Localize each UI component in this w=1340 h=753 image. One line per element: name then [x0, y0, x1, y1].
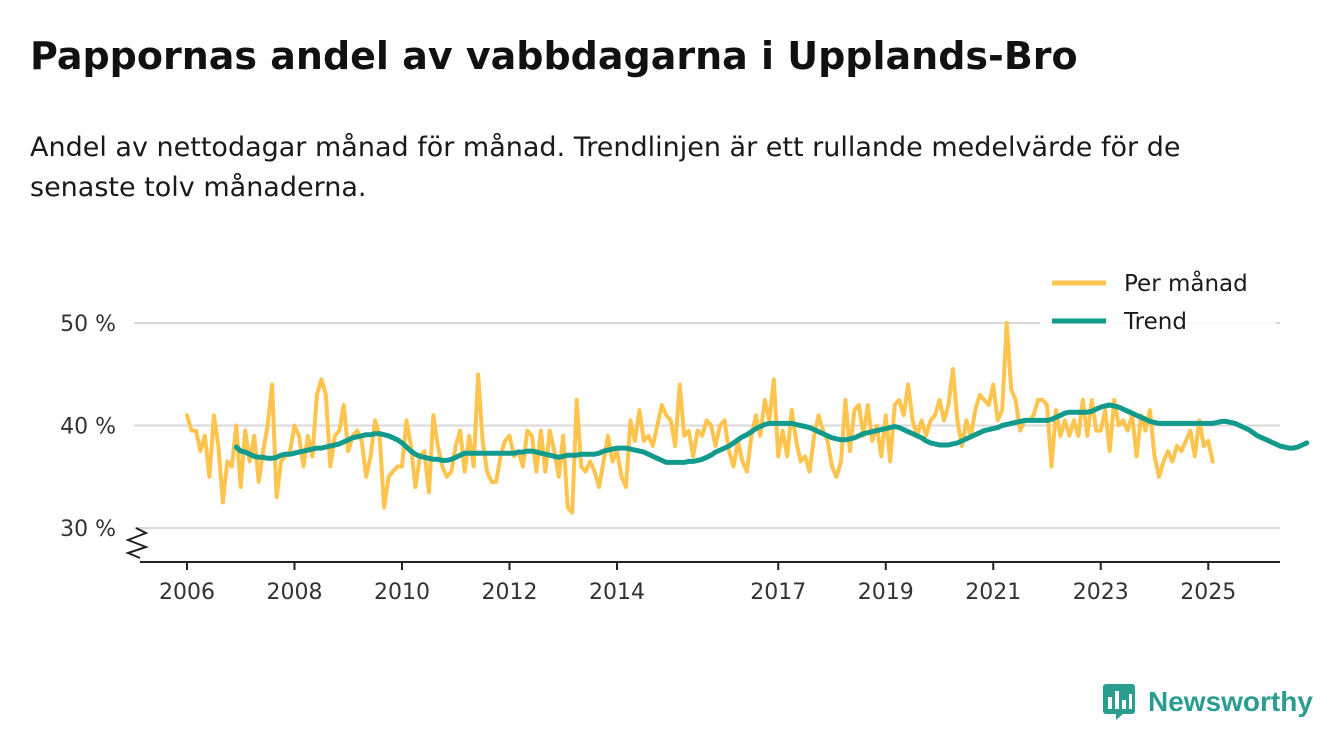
x-tick-label: 2010 [374, 580, 430, 605]
x-tick-label: 2006 [159, 580, 215, 605]
x-tick-label: 2008 [267, 580, 323, 605]
x-tick-label: 2021 [965, 580, 1021, 605]
series-lines [185, 321, 1310, 515]
series-line-per-manad [185, 321, 1215, 515]
legend-label: Trend [1123, 309, 1187, 335]
newsworthy-logo-icon [1103, 684, 1135, 720]
legend: Per månad Trend [1040, 262, 1276, 340]
x-tick-label: 2019 [858, 580, 914, 605]
x-tick-label: 2014 [589, 580, 645, 605]
newsworthy-logo[interactable]: Newsworthy [1102, 682, 1313, 722]
y-axis-labels: 30 % 40 % 50 % [60, 312, 116, 542]
y-tick-label: 30 % [60, 517, 116, 542]
x-tick-label: 2023 [1073, 580, 1129, 605]
axis-break-icon [125, 527, 149, 559]
y-tick-label: 40 % [60, 415, 116, 440]
x-tick-label: 2012 [482, 580, 538, 605]
series-line-trend [233, 402, 1310, 465]
chart-title: Pappornas andel av vabbdagarna i Uppland… [30, 34, 1078, 78]
y-tick-label: 50 % [60, 312, 116, 337]
legend-background [1040, 262, 1276, 340]
chart-subtitle: Andel av nettodagar månad för månad. Tre… [30, 132, 1181, 203]
x-axis-labels: 2006 2008 2010 2012 2014 2017 2019 2021 2023 2025 [159, 580, 1236, 605]
legend-label: Per månad [1124, 269, 1248, 297]
x-axis [125, 527, 1280, 570]
x-tick-label: 2017 [750, 580, 806, 605]
newsworthy-logo-text: Newsworthy [1148, 686, 1313, 717]
x-tick-label: 2025 [1180, 580, 1236, 605]
